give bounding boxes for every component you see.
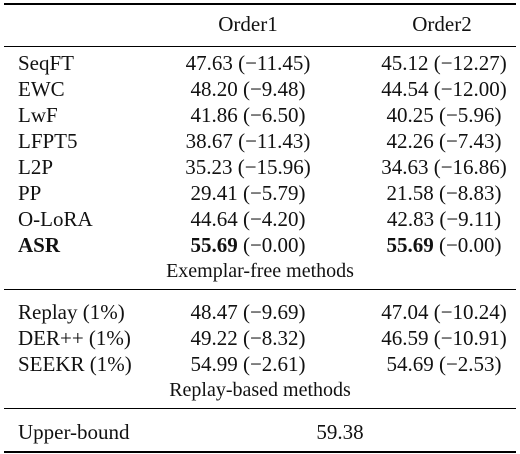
order2-score: 21.58 — [386, 181, 434, 205]
method-name: ASR — [18, 233, 61, 257]
method-name: EWC — [18, 77, 65, 101]
order2-delta: (−10.24) — [433, 300, 507, 324]
method-name: SEEKR (1%) — [18, 352, 132, 376]
order2-delta: (−12.27) — [433, 51, 507, 75]
order2-value: 54.69 (−2.53) — [324, 351, 520, 377]
order1-score: 29.41 — [190, 181, 238, 205]
order2-value: 47.04 (−10.24) — [324, 299, 520, 325]
order1-score: 49.22 — [190, 326, 238, 350]
order1-delta: (−15.96) — [237, 155, 311, 179]
section-caption-exemplar-free: Exemplar-free methods — [166, 260, 354, 282]
order2-delta: (−2.53) — [438, 352, 502, 376]
order2-score: 47.04 — [381, 300, 429, 324]
order1-value: 38.67 (−11.43) — [128, 128, 368, 154]
section-rule — [4, 289, 516, 290]
order2-delta: (−5.96) — [438, 103, 502, 127]
order2-delta: (−8.83) — [438, 181, 502, 205]
order2-delta: (−9.11) — [439, 207, 502, 231]
method-name: Upper-bound — [18, 420, 130, 444]
header-rule — [4, 46, 516, 47]
order2-delta: (−7.43) — [438, 129, 502, 153]
order1-value: 44.64 (−4.20) — [128, 206, 368, 232]
order1-delta: (−11.43) — [238, 129, 311, 153]
order1-value: 29.41 (−5.79) — [128, 180, 368, 206]
order2-score: 55.69 — [386, 233, 434, 257]
order2-value: 46.59 (−10.91) — [324, 325, 520, 351]
method-name: DER++ (1%) — [18, 326, 131, 350]
method-name: LFPT5 — [18, 129, 78, 153]
order1-score: 41.86 — [190, 103, 238, 127]
order1-delta: (−4.20) — [242, 207, 306, 231]
order2-value: 42.26 (−7.43) — [324, 128, 520, 154]
order2-value: 42.83 (−9.11) — [324, 206, 520, 232]
order2-score: 42.83 — [386, 207, 435, 231]
method-name: SeqFT — [18, 51, 75, 75]
order2-value: 45.12 (−12.27) — [324, 50, 520, 76]
order1-score: 55.69 — [190, 233, 238, 257]
order2-score: 42.26 — [386, 129, 434, 153]
order2-value: 21.58 (−8.83) — [324, 180, 520, 206]
order1-delta: (−9.69) — [242, 300, 306, 324]
order2-delta: (−16.86) — [433, 155, 507, 179]
order1-delta: (−6.50) — [242, 103, 306, 127]
order1-value: 47.63 (−11.45) — [128, 50, 368, 76]
order1-value: 41.86 (−6.50) — [128, 102, 368, 128]
order2-value: 34.63 (−16.86) — [324, 154, 520, 180]
bottom-rule — [4, 451, 516, 453]
order2-value: 44.54 (−12.00) — [324, 76, 520, 102]
order1-score: 48.47 — [190, 300, 238, 324]
order1-value: 49.22 (−8.32) — [128, 325, 368, 351]
order2-score: 40.25 — [386, 103, 434, 127]
method-name: Replay (1%) — [18, 300, 125, 324]
top-rule — [4, 3, 516, 5]
order1-value: 35.23 (−15.96) — [128, 154, 368, 180]
order1-score: 44.64 — [190, 207, 238, 231]
order2-score: 44.54 — [381, 77, 429, 101]
order2-delta: (−0.00) — [438, 233, 502, 257]
order2-delta: (−10.91) — [433, 326, 507, 350]
order2-value: 40.25 (−5.96) — [324, 102, 520, 128]
order1-delta: (−9.48) — [242, 77, 306, 101]
method-name: O-LoRA — [18, 207, 93, 231]
order1-value: 48.47 (−9.69) — [128, 299, 368, 325]
order1-score: 47.63 — [185, 51, 233, 75]
order1-delta: (−2.61) — [242, 352, 306, 376]
header-order1: Order1 — [218, 12, 278, 36]
order1-value: 54.99 (−2.61) — [128, 351, 368, 377]
method-name: L2P — [18, 155, 54, 179]
method-name: PP — [18, 181, 42, 205]
order1-value: 55.69 (−0.00) — [128, 232, 368, 258]
order1-value: 48.20 (−9.48) — [128, 76, 368, 102]
order1-score: 48.20 — [190, 77, 238, 101]
order2-score: 34.63 — [381, 155, 429, 179]
upper-bound-value: 59.38 — [316, 420, 364, 444]
method-name: LwF — [18, 103, 58, 127]
section-caption-replay-based: Replay-based methods — [169, 379, 351, 401]
order1-score: 35.23 — [185, 155, 233, 179]
order2-score: 45.12 — [381, 51, 429, 75]
order2-value: 55.69 (−0.00) — [324, 232, 520, 258]
order2-score: 46.59 — [381, 326, 429, 350]
order2-delta: (−12.00) — [433, 77, 507, 101]
order1-score: 38.67 — [185, 129, 233, 153]
order1-delta: (−5.79) — [242, 181, 306, 205]
order1-score: 54.99 — [190, 352, 238, 376]
header-order2: Order2 — [412, 12, 472, 36]
order1-delta: (−8.32) — [242, 326, 306, 350]
order1-delta: (−11.45) — [238, 51, 311, 75]
section-rule — [4, 408, 516, 409]
order1-delta: (−0.00) — [242, 233, 306, 257]
order2-score: 54.69 — [386, 352, 434, 376]
